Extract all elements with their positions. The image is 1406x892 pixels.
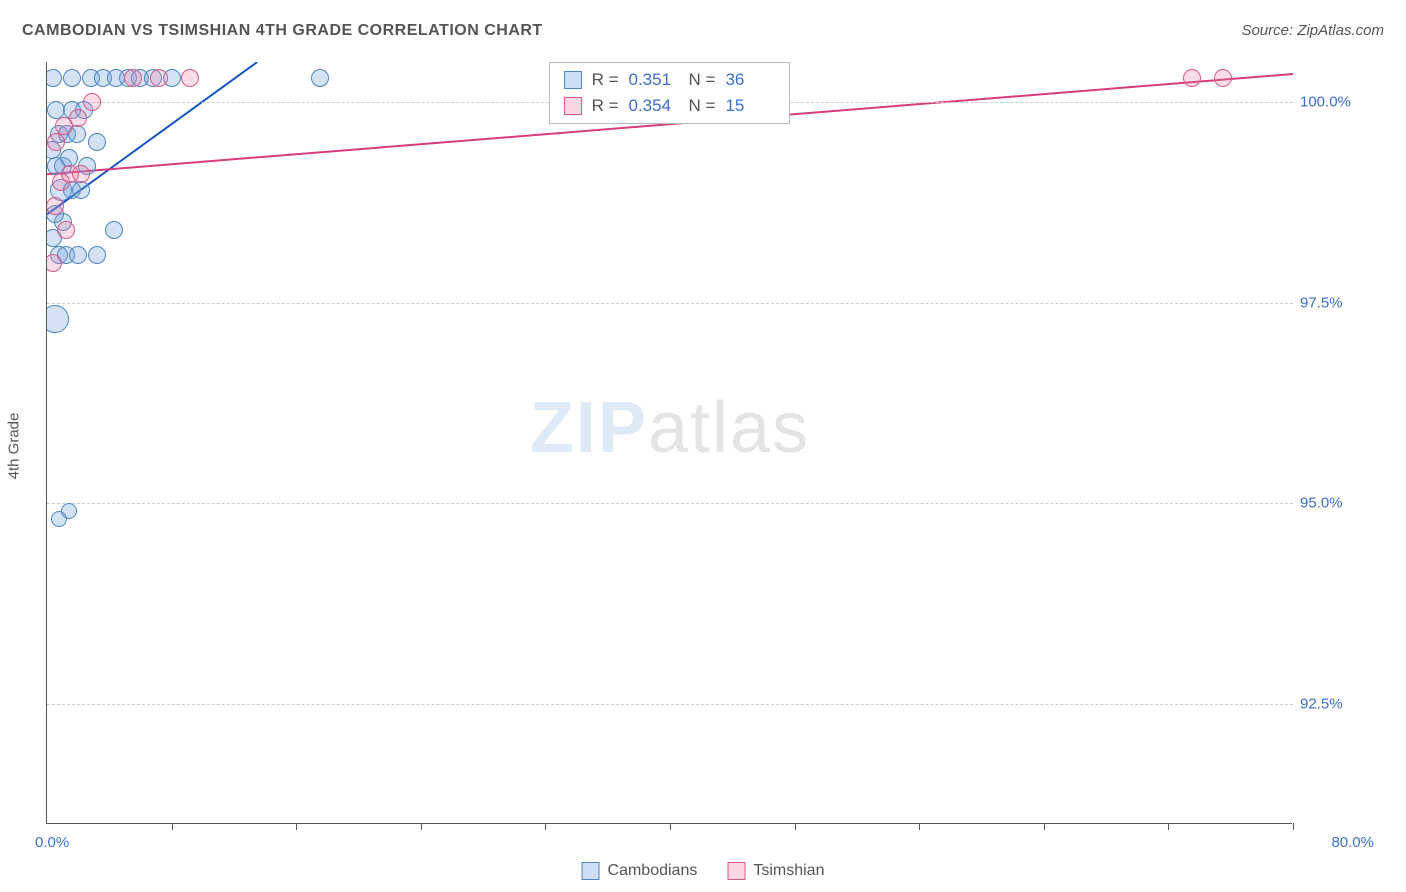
legend-item: Cambodians: [582, 862, 698, 880]
legend-label: Cambodians: [608, 862, 698, 880]
legend-label: Tsimshian: [753, 862, 824, 880]
series-swatch: [564, 97, 582, 115]
stat-r-label: R =: [592, 96, 619, 116]
header: CAMBODIAN VS TSIMSHIAN 4TH GRADE CORRELA…: [22, 22, 1384, 46]
y-tick-label: 100.0%: [1300, 94, 1360, 111]
series-swatch: [564, 71, 582, 89]
plot-area: ZIPatlas R =0.351N =36R =0.354N =15 0.0%…: [46, 62, 1292, 824]
x-tick: [421, 823, 422, 830]
data-point: [61, 503, 77, 519]
stat-n-label: N =: [689, 96, 716, 116]
data-point: [1183, 69, 1201, 87]
stats-row: R = 0.354 N = 15: [550, 93, 790, 119]
stat-r-value: 0.354: [629, 96, 679, 116]
watermark-zip: ZIP: [530, 388, 648, 468]
data-point: [1214, 69, 1232, 87]
y-tick-label: 92.5%: [1300, 695, 1360, 712]
x-tick: [1044, 823, 1045, 830]
stat-r-value: 0.351: [629, 70, 679, 90]
data-point: [47, 69, 62, 87]
x-tick: [670, 823, 671, 830]
x-tick: [545, 823, 546, 830]
data-point: [47, 305, 69, 333]
data-point: [63, 69, 81, 87]
legend: Cambodians Tsimshian: [582, 862, 825, 880]
stat-n-label: N =: [689, 70, 716, 90]
data-point: [47, 254, 62, 272]
gridline-h: [47, 704, 1293, 705]
x-tick: [296, 823, 297, 830]
x-tick: [919, 823, 920, 830]
data-point: [88, 246, 106, 264]
data-point: [150, 69, 168, 87]
data-point: [69, 109, 87, 127]
legend-swatch: [727, 862, 745, 880]
x-tick-min: 0.0%: [35, 834, 69, 851]
x-tick: [172, 823, 173, 830]
plot-inner: ZIPatlas: [47, 62, 1293, 824]
stat-n-value: 36: [725, 70, 775, 90]
stat-n-value: 15: [725, 96, 775, 116]
watermark: ZIPatlas: [530, 387, 810, 469]
legend-swatch: [582, 862, 600, 880]
chart-title: CAMBODIAN VS TSIMSHIAN 4TH GRADE CORRELA…: [22, 22, 543, 39]
plot-wrap: ZIPatlas R =0.351N =36R =0.354N =15 0.0%…: [46, 62, 1386, 852]
chart-container: CAMBODIAN VS TSIMSHIAN 4TH GRADE CORRELA…: [0, 0, 1406, 892]
data-point: [88, 133, 106, 151]
data-point: [57, 221, 75, 239]
y-tick-label: 97.5%: [1300, 294, 1360, 311]
stats-row: R = 0.351 N = 36: [550, 67, 790, 93]
x-tick: [1168, 823, 1169, 830]
y-tick-label: 95.0%: [1300, 495, 1360, 512]
data-point: [47, 133, 65, 151]
stat-r-label: R =: [592, 70, 619, 90]
data-point: [72, 165, 90, 183]
stats-box: R = 0.351 N = 36 R = 0.354 N = 15: [549, 62, 791, 124]
x-tick: [795, 823, 796, 830]
data-point: [124, 69, 142, 87]
gridline-h: [47, 303, 1293, 304]
x-tick-max: 80.0%: [1304, 834, 1374, 851]
data-point: [69, 246, 87, 264]
source-label: Source: ZipAtlas.com: [1241, 22, 1384, 39]
watermark-atlas: atlas: [648, 388, 810, 468]
data-point: [181, 69, 199, 87]
trendlines-svg: [47, 62, 1293, 824]
y-axis-label: 4th Grade: [6, 413, 23, 480]
x-tick: [1293, 823, 1294, 830]
data-point: [72, 181, 90, 199]
gridline-h: [47, 503, 1293, 504]
legend-item: Tsimshian: [727, 862, 824, 880]
data-point: [105, 221, 123, 239]
data-point: [83, 93, 101, 111]
data-point: [311, 69, 329, 87]
